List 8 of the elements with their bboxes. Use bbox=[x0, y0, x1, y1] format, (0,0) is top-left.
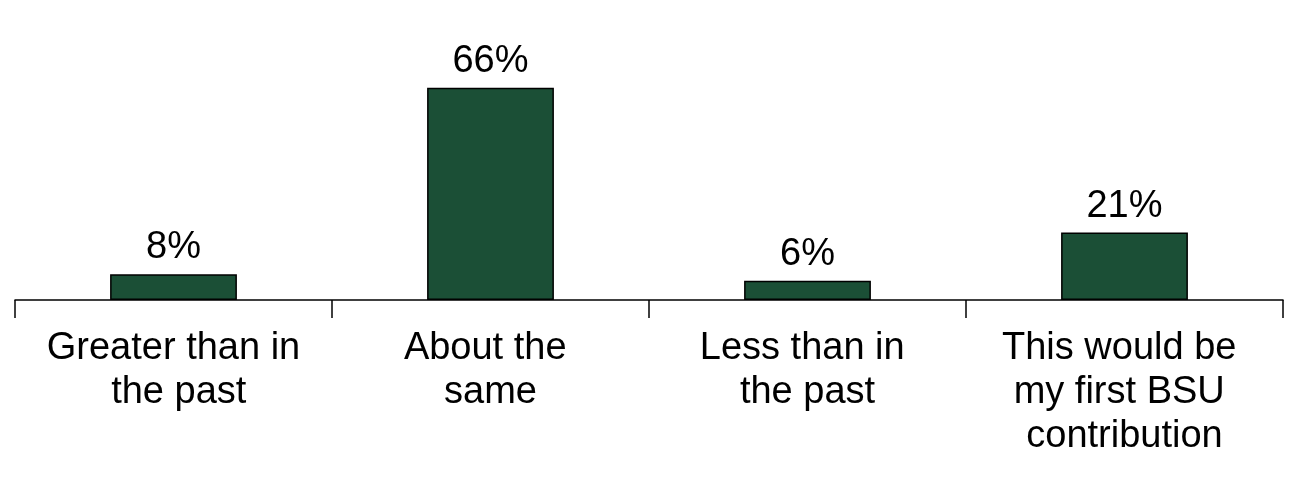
x-tick-label: This would be my first BSU contribution bbox=[1001, 325, 1248, 455]
data-label: 66% bbox=[452, 37, 529, 80]
x-tick-label: Less than in the past bbox=[699, 325, 916, 411]
data-label: 8% bbox=[146, 224, 201, 267]
data-label: 21% bbox=[1086, 182, 1163, 225]
data-label: 6% bbox=[780, 230, 835, 273]
x-tick-label: About the same bbox=[403, 325, 578, 411]
x-tick-label: Greater than in the past bbox=[46, 325, 301, 411]
